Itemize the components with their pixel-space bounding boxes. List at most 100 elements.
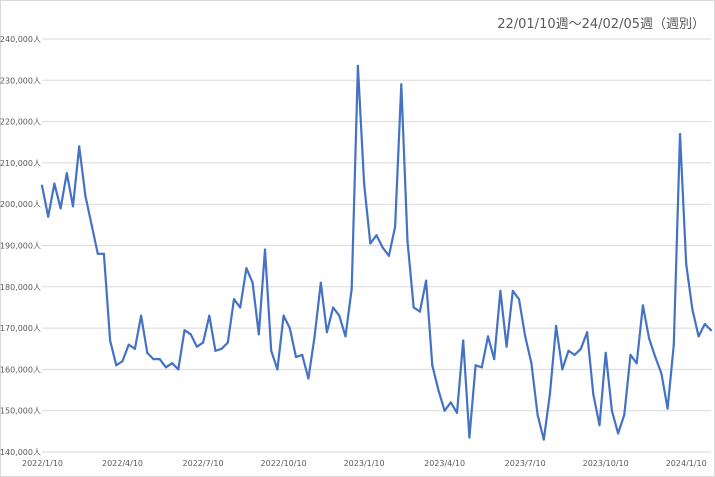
data-point bbox=[257, 333, 260, 336]
data-point bbox=[381, 246, 384, 249]
data-point bbox=[443, 409, 446, 412]
data-point bbox=[350, 287, 353, 290]
data-point bbox=[325, 331, 328, 334]
data-point bbox=[623, 413, 626, 416]
data-point bbox=[226, 341, 229, 344]
data-point bbox=[183, 329, 186, 332]
data-point bbox=[232, 298, 236, 301]
data-point bbox=[53, 182, 56, 185]
data-point bbox=[202, 341, 205, 344]
data-point bbox=[654, 355, 657, 359]
y-tick-label: 190,000人 bbox=[0, 242, 41, 251]
data-point bbox=[71, 205, 75, 208]
data-point bbox=[195, 345, 198, 348]
data-point bbox=[282, 314, 285, 317]
data-point bbox=[672, 343, 675, 346]
data-point bbox=[691, 308, 694, 311]
y-axis-ticks: 140,000人 150,000人 160,000人 170,000人 180,000人… bbox=[0, 35, 41, 457]
data-point bbox=[375, 234, 378, 237]
data-point bbox=[586, 331, 589, 334]
data-point bbox=[598, 424, 601, 427]
x-tick-label: 2023/10/10 bbox=[583, 459, 629, 468]
data-point bbox=[412, 306, 415, 309]
data-point bbox=[90, 223, 93, 226]
data-point bbox=[468, 436, 471, 439]
data-point bbox=[127, 343, 130, 346]
x-tick-label: 2023/1/10 bbox=[344, 459, 385, 468]
data-point bbox=[332, 306, 335, 309]
data-point bbox=[406, 240, 409, 243]
x-axis-ticks: 2022/1/10 2022/4/10 2022/7/10 2022/10/10 202… bbox=[22, 459, 707, 468]
data-point bbox=[530, 362, 533, 365]
data-point bbox=[437, 389, 440, 392]
x-tick-label: 2022/1/10 bbox=[22, 459, 63, 468]
data-point bbox=[499, 289, 502, 292]
data-point bbox=[251, 281, 254, 284]
data-point bbox=[400, 83, 403, 86]
data-point bbox=[387, 254, 390, 257]
data-point bbox=[301, 353, 304, 356]
data-point bbox=[344, 335, 347, 338]
data-point bbox=[313, 335, 316, 338]
data-point bbox=[115, 364, 118, 367]
y-tick-label: 220,000人 bbox=[0, 118, 41, 127]
data-point bbox=[462, 339, 465, 342]
chart-period-label: 22/01/10週～24/02/05週（週別） bbox=[497, 17, 705, 32]
data-point bbox=[102, 252, 105, 255]
data-point bbox=[425, 279, 428, 282]
data-point bbox=[604, 351, 607, 354]
y-tick-label: 230,000人 bbox=[0, 76, 41, 85]
data-point bbox=[276, 368, 279, 371]
data-point bbox=[431, 364, 434, 367]
data-point bbox=[270, 349, 273, 352]
x-tick-label: 2022/7/10 bbox=[183, 459, 224, 468]
data-point bbox=[536, 413, 539, 416]
data-point bbox=[517, 298, 521, 301]
data-point bbox=[78, 145, 81, 148]
data-point bbox=[648, 337, 651, 340]
data-point bbox=[678, 132, 682, 136]
x-tick-label: 2024/1/10 bbox=[666, 459, 707, 468]
data-point bbox=[697, 335, 700, 338]
data-point bbox=[511, 289, 514, 292]
data-point bbox=[685, 263, 688, 266]
data-point bbox=[542, 438, 545, 441]
y-tick-label: 240,000人 bbox=[0, 35, 41, 44]
data-point bbox=[709, 329, 713, 332]
x-tick-label: 2022/10/10 bbox=[261, 459, 307, 468]
data-point bbox=[263, 248, 267, 251]
data-point bbox=[214, 349, 217, 352]
x-tick-label: 2023/4/10 bbox=[424, 459, 465, 468]
y-tick-label: 170,000人 bbox=[0, 324, 41, 333]
data-point bbox=[610, 409, 614, 412]
data-point bbox=[449, 401, 452, 404]
data-point bbox=[561, 368, 564, 371]
data-point bbox=[59, 207, 62, 210]
data-point bbox=[158, 358, 161, 361]
data-point bbox=[493, 358, 496, 361]
data-point bbox=[208, 314, 211, 317]
data-point bbox=[524, 335, 527, 338]
gridlines bbox=[42, 38, 711, 453]
data-point bbox=[660, 372, 663, 375]
data-point bbox=[629, 353, 632, 356]
data-point bbox=[666, 407, 669, 410]
y-tick-label: 140,000人 bbox=[0, 448, 41, 457]
data-point bbox=[288, 327, 291, 330]
data-point bbox=[480, 366, 483, 369]
data-point bbox=[369, 242, 372, 245]
x-tick-label: 2023/7/10 bbox=[505, 459, 546, 468]
data-point bbox=[592, 393, 595, 396]
data-point bbox=[505, 345, 508, 348]
y-tick-label: 150,000人 bbox=[0, 407, 41, 416]
data-point bbox=[474, 364, 477, 367]
data-point bbox=[220, 347, 223, 350]
data-point bbox=[84, 194, 87, 197]
x-tick-label: 2022/4/10 bbox=[102, 459, 143, 468]
data-point bbox=[121, 360, 124, 363]
data-point bbox=[363, 182, 366, 185]
data-point bbox=[641, 304, 645, 307]
data-point bbox=[164, 366, 167, 369]
data-point bbox=[146, 351, 149, 354]
